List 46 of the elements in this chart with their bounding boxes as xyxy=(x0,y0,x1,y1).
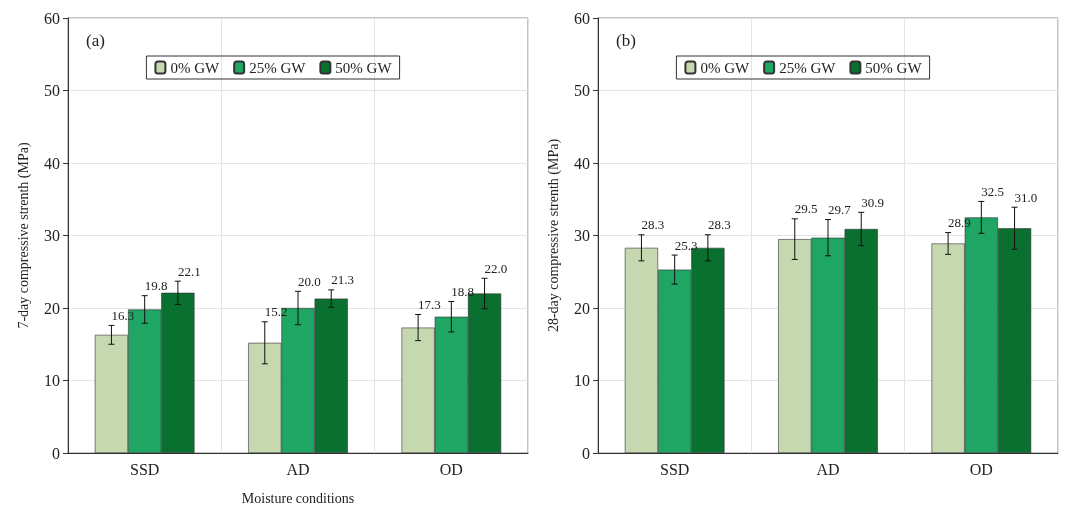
y-tick-label: 50 xyxy=(44,82,60,99)
legend-label: 50% GW xyxy=(865,59,923,76)
x-tick-label: OD xyxy=(439,460,463,478)
y-axis-title: 7-day compressive strenth (MPa) xyxy=(15,142,32,329)
data-label: 22.0 xyxy=(484,260,508,276)
data-label: 28.3 xyxy=(707,217,731,233)
y-tick-label: 10 xyxy=(44,372,60,389)
legend-label: 25% GW xyxy=(779,59,837,76)
legend-label: 25% GW xyxy=(249,59,307,76)
x-tick-label: AD xyxy=(286,460,310,478)
y-tick-label: 30 xyxy=(574,227,590,244)
x-tick-label: SSD xyxy=(129,460,160,478)
y-tick-label: 0 xyxy=(582,444,590,462)
legend-label: 0% GW xyxy=(170,59,220,76)
data-label: 19.8 xyxy=(144,278,168,294)
y-tick-label: 20 xyxy=(574,299,590,317)
y-tick-label: 40 xyxy=(574,154,590,172)
data-label: 17.3 xyxy=(418,297,441,313)
annotation: (a) xyxy=(86,31,105,50)
y-tick-label: 60 xyxy=(44,9,60,27)
y-tick-label: 10 xyxy=(574,372,590,389)
legend-label: 50% GW xyxy=(335,59,393,76)
data-label: 21.3 xyxy=(331,272,354,288)
data-label: 22.1 xyxy=(177,263,201,279)
x-tick-label: OD xyxy=(969,460,993,478)
data-label: 25.3 xyxy=(674,237,698,253)
legend-label: 0% GW xyxy=(700,59,750,76)
x-axis-title: Moisture conditions xyxy=(241,490,355,506)
data-label: 28.3 xyxy=(641,217,665,233)
data-label: 18.8 xyxy=(451,283,475,299)
y-tick-label: 30 xyxy=(44,227,60,244)
x-tick-label: AD xyxy=(816,460,840,478)
y-tick-label: 60 xyxy=(574,9,590,27)
y-tick-label: 0 xyxy=(52,444,60,462)
y-tick-label: 50 xyxy=(574,82,590,99)
data-label: 20.0 xyxy=(298,273,321,289)
y-tick-label: 40 xyxy=(44,154,60,172)
data-label: 31.0 xyxy=(1014,189,1038,205)
x-tick-label: SSD xyxy=(659,460,690,478)
annotation: (b) xyxy=(616,31,636,50)
data-label: 29.7 xyxy=(828,202,852,218)
y-tick-label: 20 xyxy=(44,299,60,317)
data-label: 30.9 xyxy=(861,194,884,210)
data-label: 32.5 xyxy=(981,183,1005,199)
y-axis-title: 28-day compressive strenth (MPa) xyxy=(545,138,562,333)
data-label: 29.5 xyxy=(794,201,818,217)
